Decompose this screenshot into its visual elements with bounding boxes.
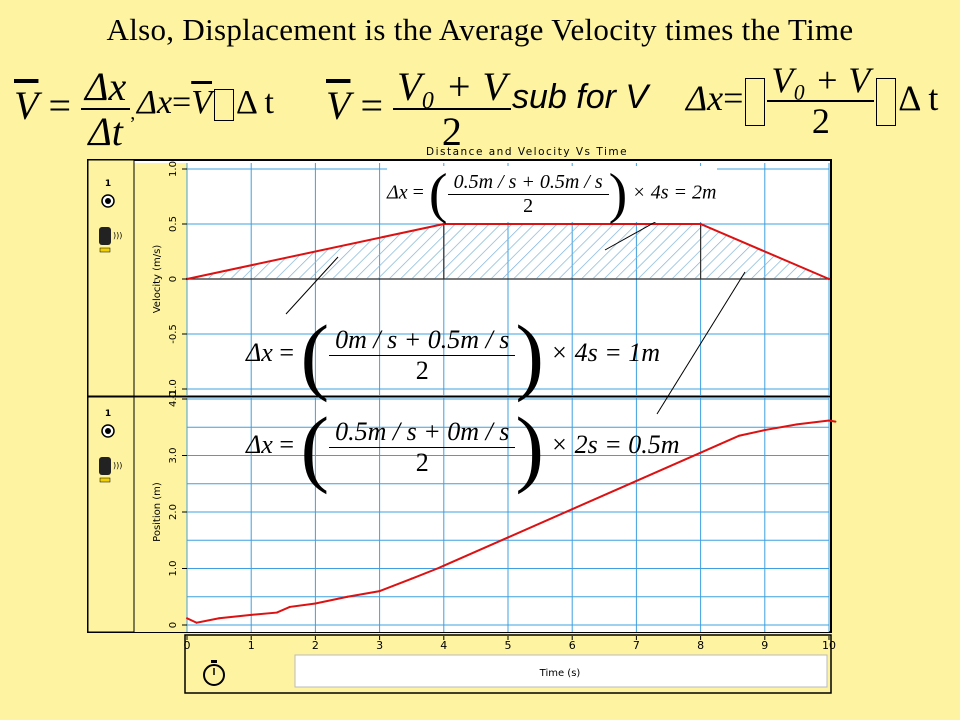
position-axis-label: Position (m) [152, 482, 163, 542]
record-dot [105, 428, 111, 434]
position-data-point [635, 479, 638, 482]
equation-substitution-note: sub for V [512, 78, 649, 116]
position-series-line [186, 419, 836, 624]
position-data-point [195, 621, 198, 624]
missing-glyph-box [214, 89, 235, 122]
motion-detector-indicator [99, 247, 111, 253]
chart-title: Distance and Velocity Vs Time [426, 146, 629, 158]
overlay-equation-middle: Δx = (0.5m / s + 0.5m / s 2) × 4s = 2m [387, 163, 717, 225]
probe-number-label: 1 [105, 179, 111, 189]
position-data-point [288, 605, 291, 608]
position-data-point [571, 508, 574, 511]
position-data-point [346, 595, 349, 598]
position-tick-label: 0 [168, 622, 179, 628]
time-tick-label: 7 [633, 639, 640, 652]
position-data-point [378, 590, 381, 593]
position-data-point [738, 434, 741, 437]
velocity-series-line [186, 223, 830, 280]
time-tick-label: 2 [312, 639, 319, 652]
time-label-box [294, 654, 828, 688]
motion-detector-icon [99, 457, 111, 475]
position-tick-label: 2.0 [168, 504, 179, 520]
velocity-area-region [443, 223, 702, 280]
sensor-icon-group: 1))) [99, 409, 122, 483]
position-data-point [314, 602, 317, 605]
time-tick-label: 10 [822, 639, 836, 652]
equation-displacement-product: Δx=V Δ t [137, 84, 274, 122]
time-tick-label: 5 [505, 639, 512, 652]
velocity-data-point [442, 222, 445, 226]
time-axis-label: Time (s) [539, 668, 581, 679]
position-data-point [718, 443, 721, 446]
position-data-point [834, 420, 837, 423]
velocity-data-point [827, 277, 831, 281]
position-data-point [275, 611, 278, 614]
velocity-data-point [699, 222, 702, 226]
velocity-tick-label: -1.0 [168, 379, 179, 399]
overlay-equation-right: Δx = (0.5m / s + 0m / s 2) × 2s = 0.5m [246, 399, 680, 495]
position-data-point [250, 613, 253, 616]
time-tick-label: 0 [184, 639, 191, 652]
time-tick-label: 8 [697, 639, 704, 652]
pointer-line-right [656, 271, 746, 415]
velocity-tick-label: -0.5 [168, 324, 179, 344]
position-tick-label: 3.0 [168, 448, 179, 464]
time-tick-label: 9 [761, 639, 768, 652]
stopwatch-icon [203, 664, 225, 686]
position-tick-label: 4.0 [168, 391, 179, 407]
position-data-point [699, 451, 702, 454]
sensor-icon-group: 1))) [99, 179, 122, 253]
position-data-point [795, 423, 798, 426]
overlay-equation-left: Δx = (0m / s + 0.5m / s 2) × 4s = 1m [246, 307, 661, 403]
position-data-point [410, 577, 413, 580]
velocity-tick-label: 0.5 [168, 216, 179, 232]
sound-wave-icon: ))) [113, 461, 122, 470]
position-data-point [218, 617, 221, 620]
velocity-axis-label: Velocity (m/s) [152, 245, 163, 314]
position-data-point [763, 429, 766, 432]
position-tick-label: 1.0 [168, 561, 179, 577]
velocity-axis-panel [134, 163, 187, 395]
velocity-tick-label: 0 [168, 276, 179, 282]
time-tick-label: 3 [376, 639, 383, 652]
motion-detector-icon [99, 227, 111, 245]
stopwatch-crown [211, 660, 217, 663]
velocity-tick-label: 1.0 [168, 161, 179, 177]
position-data-point [186, 617, 188, 620]
position-data-point [828, 419, 830, 422]
position-axis-panel [134, 398, 187, 632]
time-tick-label: 1 [248, 639, 255, 652]
pointer-line-left [285, 256, 339, 315]
probe-number-label: 1 [105, 409, 111, 419]
equation-velocity-definition: V = Δx Δt, [14, 64, 136, 154]
time-tick-label: 4 [440, 639, 447, 652]
time-tick-label: 6 [569, 639, 576, 652]
sound-wave-icon: ))) [113, 231, 122, 240]
position-data-point [507, 536, 509, 539]
position-data-point [436, 567, 439, 570]
motion-detector-indicator [99, 477, 111, 483]
position-data-point [442, 564, 445, 567]
slide-title: Also, Displacement is the Average Veloci… [106, 12, 854, 47]
record-dot [105, 198, 111, 204]
